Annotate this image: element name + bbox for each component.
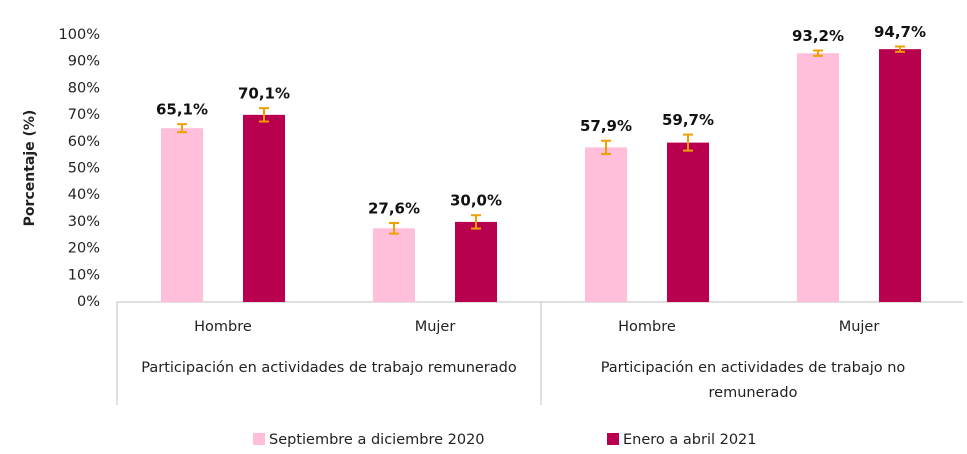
- y-tick-label: 30%: [68, 214, 100, 230]
- y-tick-label: 10%: [68, 267, 100, 283]
- value-label: 94,7%: [874, 23, 926, 41]
- y-tick-label: 60%: [68, 134, 100, 150]
- y-tick-label: 40%: [68, 187, 100, 203]
- value-label: 57,9%: [580, 117, 632, 135]
- y-tick-label: 90%: [68, 54, 100, 70]
- y-tick-label: 70%: [68, 107, 100, 123]
- value-label: 70,1%: [238, 85, 290, 103]
- y-tick-label: 50%: [68, 161, 100, 177]
- y-tick-label: 80%: [68, 80, 100, 96]
- y-axis-label: Porcentaje (%): [22, 110, 38, 227]
- bar: [243, 114, 285, 302]
- legend-swatch: [253, 433, 265, 445]
- bar: [161, 128, 203, 302]
- legend-label: Enero a abril 2021: [623, 432, 757, 448]
- bar: [585, 147, 627, 302]
- y-tick-label: 0%: [77, 294, 100, 310]
- y-tick-label: 100%: [59, 27, 100, 43]
- value-label: 93,2%: [792, 27, 844, 45]
- x-tick-label: Mujer: [415, 319, 456, 335]
- legend-swatch: [607, 433, 619, 445]
- x-tick-label: Hombre: [194, 319, 252, 335]
- legend-label: Septiembre a diciembre 2020: [269, 432, 485, 448]
- bar: [455, 221, 497, 302]
- group-label: Participación en actividades de trabajo …: [141, 360, 517, 376]
- x-tick-label: Hombre: [618, 319, 676, 335]
- value-label: 27,6%: [368, 199, 420, 217]
- bar: [667, 142, 709, 302]
- bar: [797, 53, 839, 302]
- group-label: Participación en actividades de trabajo …: [601, 360, 906, 401]
- x-tick-label: Mujer: [839, 319, 880, 335]
- bar: [879, 49, 921, 302]
- value-label: 30,0%: [450, 192, 502, 210]
- value-label: 59,7%: [662, 111, 714, 129]
- value-label: 65,1%: [156, 101, 208, 119]
- y-tick-label: 20%: [68, 241, 100, 257]
- bar: [373, 228, 415, 302]
